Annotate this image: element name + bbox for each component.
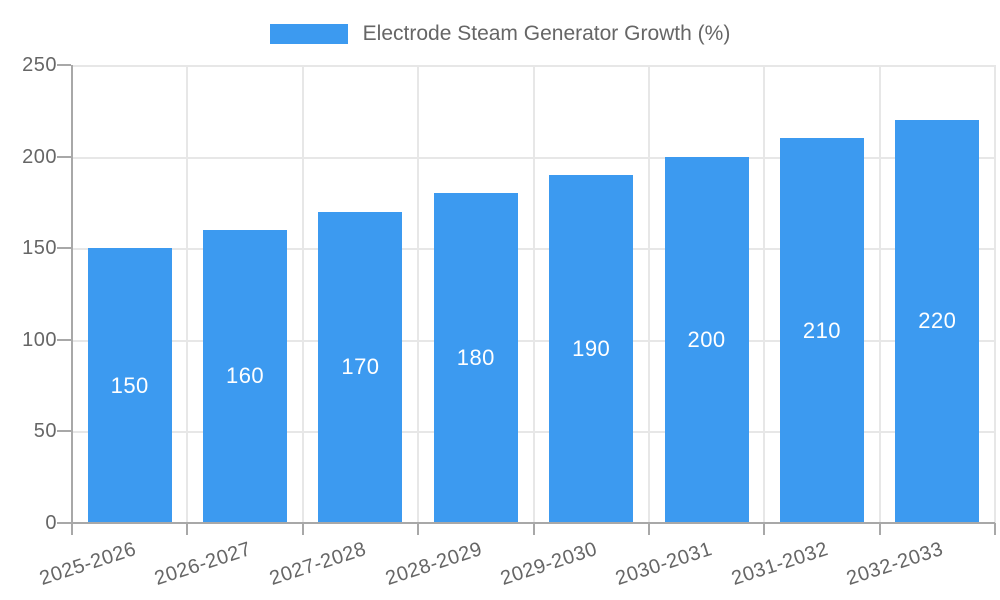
plot-area: 150 160 170 180 190 200 210 220: [72, 65, 996, 523]
y-tick-mark: [57, 247, 71, 250]
bar[interactable]: 220: [895, 119, 980, 523]
x-tick-mark: [532, 523, 535, 535]
legend-label: Electrode Steam Generator Growth (%): [362, 22, 731, 45]
gridline-vertical: [763, 65, 766, 523]
bar-value-label: 210: [802, 317, 842, 343]
x-tick-mark: [71, 523, 73, 535]
bar-value-label: 190: [572, 335, 611, 361]
x-tick-mark: [417, 523, 420, 535]
gridline-vertical: [994, 65, 996, 523]
x-tick-label: 2028-2029: [382, 538, 485, 590]
gridline-vertical: [301, 65, 304, 523]
y-tick-label: 0: [45, 512, 57, 534]
x-tick-label: 2031-2032: [728, 538, 831, 590]
bar-value-label: 180: [456, 345, 495, 371]
legend-swatch: [269, 24, 348, 44]
x-tick-mark: [763, 523, 766, 535]
bar[interactable]: 150: [87, 248, 172, 523]
gridline-vertical: [647, 65, 650, 523]
y-tick-mark: [57, 430, 71, 433]
gridline-vertical: [532, 65, 535, 523]
bar[interactable]: 210: [779, 138, 864, 523]
x-tick-label: 2025-2026: [36, 538, 139, 590]
y-tick-mark: [57, 338, 71, 341]
y-tick-label: 100: [22, 328, 57, 351]
bar-value-label: 170: [341, 354, 380, 380]
y-tick-mark: [57, 64, 71, 66]
chart-legend[interactable]: Electrode Steam Generator Growth (%): [0, 22, 1000, 46]
x-tick-mark: [878, 523, 881, 535]
y-tick-label: 150: [22, 237, 57, 260]
bar-value-label: 150: [110, 372, 149, 398]
gridline-vertical: [186, 65, 189, 523]
gridline-vertical: [878, 65, 881, 523]
y-tick-label: 50: [33, 420, 57, 443]
x-tick-label: 2029-2030: [497, 538, 600, 590]
y-tick-mark: [57, 155, 71, 158]
x-tick-label: 2026-2027: [151, 538, 254, 590]
x-tick-label: 2030-2031: [613, 538, 716, 590]
bar-value-label: 160: [225, 363, 265, 389]
x-tick-mark: [994, 523, 996, 535]
y-tick-label: 250: [22, 54, 57, 76]
bar-value-label: 220: [918, 308, 957, 334]
y-axis-line: [71, 65, 73, 523]
gridline-vertical: [417, 65, 420, 523]
bar[interactable]: 160: [203, 229, 288, 523]
y-tick-mark: [57, 522, 71, 524]
x-tick-label: 2032-2033: [844, 538, 947, 590]
x-tick-label: 2027-2028: [267, 538, 370, 590]
x-tick-mark: [186, 523, 189, 535]
bar-value-label: 200: [687, 326, 726, 352]
bar[interactable]: 180: [433, 193, 518, 523]
y-tick-label: 200: [22, 145, 57, 168]
bar[interactable]: 190: [549, 174, 634, 523]
bar[interactable]: 170: [318, 211, 403, 523]
bar[interactable]: 200: [664, 156, 749, 523]
x-tick-mark: [647, 523, 650, 535]
x-tick-mark: [301, 523, 304, 535]
